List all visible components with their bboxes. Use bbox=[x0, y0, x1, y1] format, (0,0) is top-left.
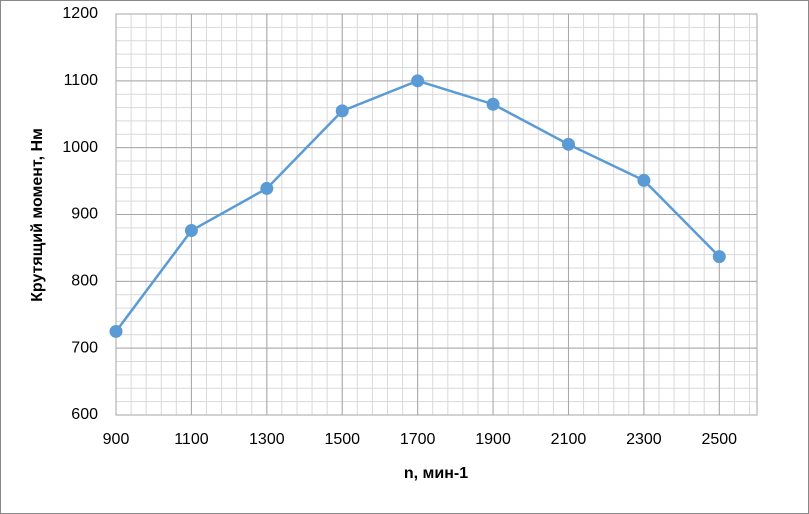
x-tick-label: 2100 bbox=[551, 431, 587, 448]
x-tick-label: 1900 bbox=[475, 431, 511, 448]
x-tick-label: 900 bbox=[103, 431, 130, 448]
x-tick-label: 2300 bbox=[626, 431, 662, 448]
x-tick-label: 1500 bbox=[324, 431, 360, 448]
y-tick-label: 1100 bbox=[64, 72, 99, 89]
data-point bbox=[712, 250, 726, 264]
x-axis-title: n, мин-1 bbox=[404, 465, 468, 482]
x-tick-label: 1100 bbox=[174, 431, 209, 448]
plot-border bbox=[115, 13, 758, 416]
y-tick-label: 900 bbox=[71, 206, 98, 223]
data-point bbox=[637, 173, 651, 187]
y-axis-title: Крутящий момент, Нм bbox=[29, 128, 46, 302]
data-point bbox=[561, 137, 575, 151]
y-tick-label: 700 bbox=[71, 339, 98, 356]
x-tick-label: 1300 bbox=[249, 431, 285, 448]
y-tick-label: 1200 bbox=[62, 5, 98, 22]
y-tick-label: 800 bbox=[71, 273, 98, 290]
data-point bbox=[411, 74, 425, 88]
data-point bbox=[335, 104, 349, 118]
x-tick-label: 1700 bbox=[400, 431, 436, 448]
y-tick-label: 1000 bbox=[62, 139, 98, 156]
x-tick-label: 2500 bbox=[701, 431, 737, 448]
data-point bbox=[184, 224, 198, 238]
data-point bbox=[260, 181, 274, 195]
y-tick-label: 600 bbox=[71, 406, 98, 423]
data-point bbox=[109, 324, 123, 338]
data-point bbox=[486, 97, 500, 111]
